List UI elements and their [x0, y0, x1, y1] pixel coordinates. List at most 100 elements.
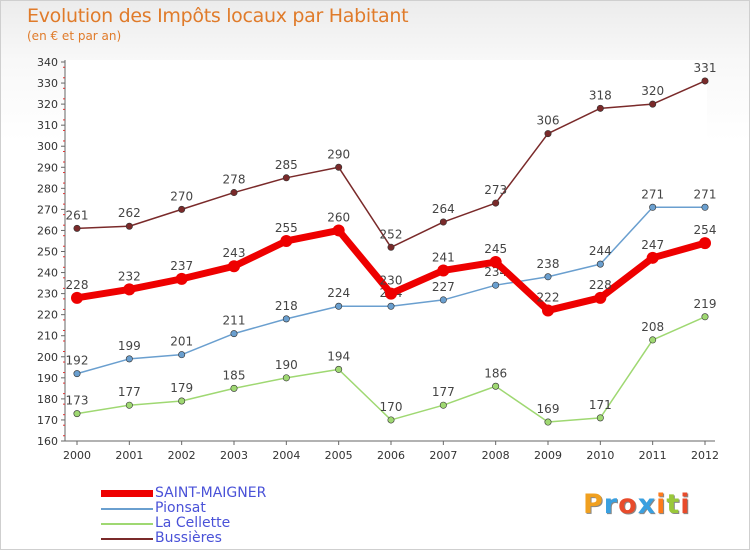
x-tick-label: 2004: [272, 449, 300, 462]
data-point: [228, 260, 240, 273]
plot-area: [65, 60, 707, 441]
legend-swatch: [101, 522, 153, 525]
data-label: 264: [432, 202, 455, 216]
data-point: [125, 401, 133, 409]
y-tick-label: 310: [37, 119, 58, 132]
data-point: [387, 243, 395, 251]
y-tick-label: 190: [37, 372, 58, 385]
y-tick-label: 290: [37, 161, 58, 174]
data-label: 185: [223, 368, 246, 382]
chart-title: Evolution des Impôts locaux par Habitant: [27, 5, 409, 27]
data-label: 244: [589, 244, 612, 258]
data-label: 271: [641, 187, 664, 201]
legend-label: La Cellette: [155, 515, 231, 531]
data-label: 169: [537, 402, 560, 416]
data-point: [699, 237, 711, 250]
data-label: 192: [66, 354, 89, 368]
data-point: [282, 315, 290, 323]
x-tick-label: 2008: [482, 449, 510, 462]
data-label: 238: [537, 257, 560, 271]
logo-letter: P: [583, 489, 604, 520]
data-point: [387, 302, 395, 310]
y-tick-label: 170: [37, 414, 58, 427]
data-point: [178, 351, 186, 359]
data-label: 331: [694, 61, 717, 75]
x-tick-label: 2005: [325, 449, 353, 462]
data-label: 255: [275, 221, 298, 235]
data-label: 222: [537, 290, 560, 304]
data-point: [178, 397, 186, 405]
data-point: [544, 418, 552, 426]
data-point: [596, 260, 604, 268]
logo-letter: i: [656, 489, 667, 520]
data-point: [73, 410, 81, 418]
legend-swatch: [101, 490, 153, 497]
x-tick-label: 2009: [534, 449, 562, 462]
logo-letter: r: [603, 489, 619, 520]
y-tick-label: 340: [37, 56, 58, 69]
data-point: [73, 370, 81, 378]
data-label: 247: [641, 238, 664, 252]
data-label: 320: [641, 84, 664, 98]
legend-item: SAINT-MAIGNER: [101, 486, 266, 501]
x-tick-label: 2007: [429, 449, 457, 462]
data-label: 290: [327, 147, 350, 161]
y-tick-label: 200: [37, 351, 58, 364]
data-label: 199: [118, 339, 141, 353]
data-label: 228: [589, 278, 612, 292]
data-label: 170: [380, 400, 403, 414]
y-tick-label: 210: [37, 330, 58, 343]
data-point: [649, 203, 657, 211]
x-tick-label: 2012: [691, 449, 719, 462]
data-label: 190: [275, 358, 298, 372]
data-point: [596, 104, 604, 112]
data-point: [437, 264, 450, 277]
data-point: [178, 205, 186, 213]
data-point: [701, 313, 709, 321]
data-point: [594, 291, 607, 304]
data-point: [335, 302, 343, 310]
data-label: 224: [327, 286, 350, 300]
data-label: 228: [66, 278, 89, 292]
data-label: 270: [170, 189, 193, 203]
data-label: 211: [223, 314, 246, 328]
data-label: 219: [694, 297, 717, 311]
data-point: [492, 382, 500, 390]
x-tick-label: 2010: [586, 449, 614, 462]
data-point: [544, 273, 552, 281]
data-label: 273: [484, 183, 507, 197]
data-label: 318: [589, 88, 612, 102]
data-point: [335, 163, 343, 171]
data-point: [646, 251, 659, 264]
data-label: 262: [118, 206, 141, 220]
y-tick-label: 240: [37, 267, 58, 280]
data-label: 218: [275, 299, 298, 313]
data-label: 285: [275, 158, 298, 172]
data-point: [492, 281, 500, 289]
data-point: [282, 374, 290, 382]
data-point: [542, 304, 554, 317]
data-label: 306: [537, 114, 560, 128]
x-tick-label: 2002: [168, 449, 196, 462]
data-point: [335, 365, 343, 373]
x-tick-label: 2001: [115, 449, 143, 462]
legend-item: Bussières: [101, 531, 266, 546]
logo-letter: i: [680, 489, 691, 520]
data-point: [701, 77, 709, 85]
data-label: 241: [432, 250, 455, 264]
data-label: 232: [118, 269, 141, 283]
legend-label: Pionsat: [155, 500, 206, 516]
y-tick-label: 280: [37, 182, 58, 195]
data-point: [230, 330, 238, 338]
logo-letter: t: [666, 489, 681, 520]
legend-item: La Cellette: [101, 516, 266, 531]
data-label: 208: [641, 320, 664, 334]
data-point: [492, 199, 500, 207]
x-tick-label: 2003: [220, 449, 248, 462]
data-point: [489, 256, 502, 269]
y-tick-label: 270: [37, 203, 58, 216]
data-point: [125, 355, 133, 363]
y-tick-label: 260: [37, 224, 58, 237]
data-point: [125, 222, 133, 230]
y-tick-label: 300: [37, 140, 58, 153]
